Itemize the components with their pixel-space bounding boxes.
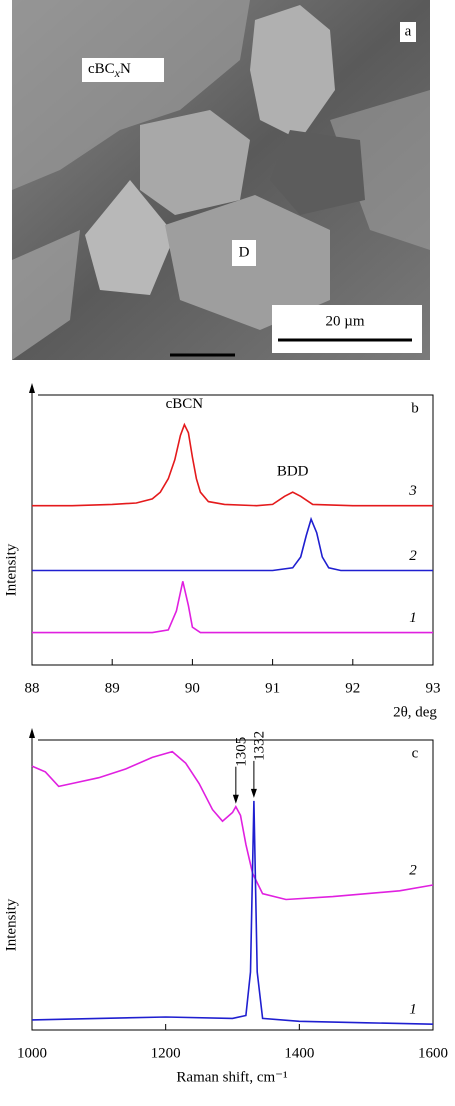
x-tick-label: 92 (345, 680, 360, 696)
label-part: cBC (88, 61, 115, 77)
panel-label: c (412, 745, 419, 761)
series-label: 2 (409, 548, 417, 564)
annotation: BDD (277, 464, 309, 480)
annotation: 1305 (233, 737, 249, 767)
series-label: 1 (409, 1002, 417, 1018)
axes-frame (31, 732, 434, 1031)
series-line (31, 750, 434, 901)
x-tick-label: 88 (25, 680, 40, 696)
sem-image (12, 0, 430, 360)
annotation: cBCN (166, 396, 204, 412)
label-subscript: x (114, 66, 121, 80)
label-part: N (120, 61, 131, 77)
series-label: 3 (408, 483, 417, 499)
series-line (32, 516, 433, 572)
matrix-label: cBCxN (88, 61, 131, 79)
y-axis-arrow (29, 383, 35, 393)
series-line (32, 581, 433, 634)
x-axis-label: Raman shift, cm⁻¹ (176, 1069, 287, 1085)
annotation: 1332 (251, 731, 267, 761)
y-axis-label: Intensity (3, 898, 19, 951)
x-tick-label: 93 (426, 680, 441, 696)
series-line (31, 800, 434, 1025)
y-axis-label: Intensity (3, 543, 19, 596)
x-tick-label: 91 (265, 680, 280, 696)
annotation-arrowhead (250, 788, 257, 798)
panel-label: b (411, 400, 419, 416)
x-tick-label: 1400 (284, 1045, 314, 1061)
x-axis-label: 2θ, deg (393, 704, 437, 720)
x-tick-label: 89 (105, 680, 120, 696)
scale-bar-label: 20 µm (325, 313, 364, 329)
axes-frame (31, 387, 434, 666)
series-label: 1 (409, 610, 417, 626)
series-line (32, 422, 433, 507)
crystal-label: D (239, 244, 250, 260)
series-label: 2 (409, 862, 417, 878)
x-tick-label: 1600 (418, 1045, 448, 1061)
annotation-arrowhead (232, 794, 239, 804)
x-tick-label: 90 (185, 680, 200, 696)
x-tick-label: 1200 (151, 1045, 181, 1061)
x-tick-label: 1000 (17, 1045, 47, 1061)
panel-label: a (405, 23, 412, 39)
y-axis-arrow (29, 728, 35, 738)
